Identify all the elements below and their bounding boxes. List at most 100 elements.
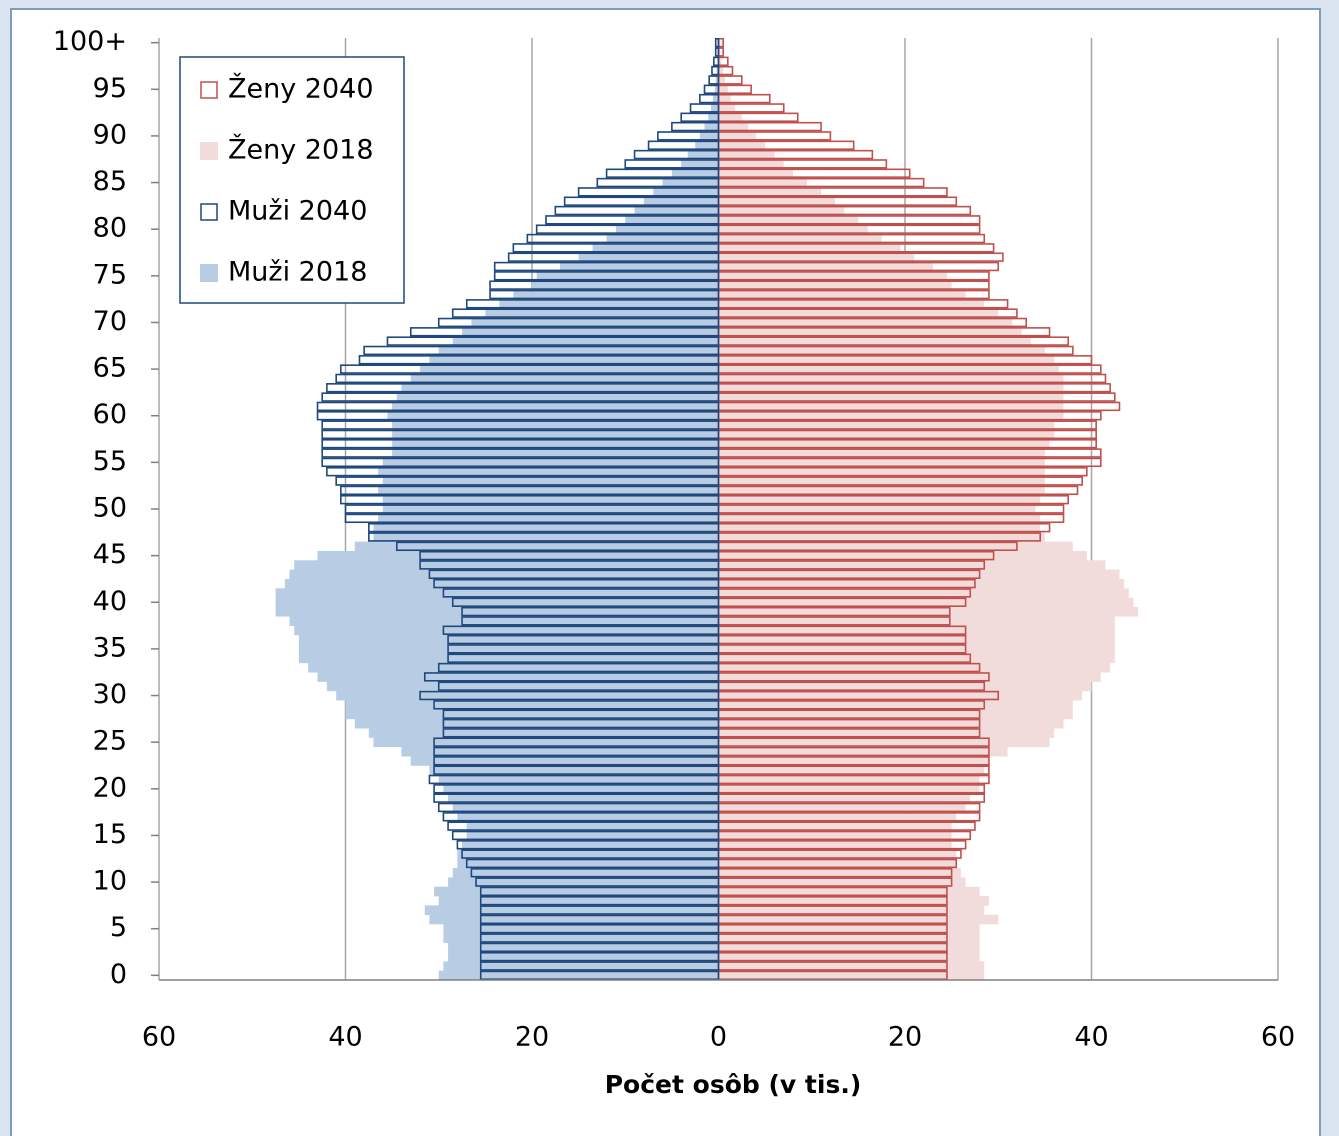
bar <box>718 970 985 981</box>
bar <box>718 532 1045 542</box>
bar <box>401 383 719 393</box>
bar <box>433 737 720 747</box>
bar <box>687 149 719 160</box>
bar <box>438 896 719 906</box>
x-tick-label: 60 <box>142 1022 176 1053</box>
bar <box>718 140 766 151</box>
y-tick-label: 35 <box>93 632 127 663</box>
bar <box>395 541 720 552</box>
y-tick-label: 90 <box>93 119 127 150</box>
bar <box>718 812 957 822</box>
bar <box>378 467 719 477</box>
bar <box>419 550 720 561</box>
y-tick-label: 10 <box>93 866 127 897</box>
bar <box>443 924 719 934</box>
bar <box>479 914 720 925</box>
bar <box>479 886 720 897</box>
bar <box>718 690 1083 701</box>
bar <box>345 709 719 720</box>
bar <box>340 364 720 374</box>
bar <box>308 662 719 673</box>
bar <box>443 784 719 794</box>
bar <box>718 924 980 934</box>
x-tick-label: 20 <box>888 1022 922 1053</box>
bar <box>718 65 724 76</box>
bar <box>443 933 719 943</box>
bar <box>373 522 719 533</box>
bar <box>485 308 719 319</box>
bar <box>718 588 1129 598</box>
bar <box>718 914 999 925</box>
bar <box>718 56 722 67</box>
bar <box>535 224 720 234</box>
bar <box>433 578 720 589</box>
bar <box>718 793 971 804</box>
bar <box>718 84 728 95</box>
bar <box>718 495 1041 505</box>
bar <box>433 756 720 766</box>
bar <box>429 765 719 776</box>
bar <box>718 644 1115 654</box>
bar <box>718 504 1036 514</box>
bar <box>447 653 720 663</box>
bar <box>466 830 719 841</box>
bar <box>507 252 720 262</box>
bar <box>657 131 720 141</box>
bar <box>392 401 719 412</box>
bar <box>718 653 1115 664</box>
bar <box>447 821 720 831</box>
bar <box>718 905 985 916</box>
bar <box>289 616 719 626</box>
bar <box>382 457 719 468</box>
bar <box>718 560 1106 570</box>
bar <box>718 131 756 141</box>
bar <box>596 177 720 188</box>
bar <box>718 457 1045 468</box>
bar <box>718 420 1055 431</box>
y-tick-label: 75 <box>93 259 127 290</box>
bar <box>718 93 731 104</box>
bar <box>298 653 719 664</box>
bar <box>275 606 719 617</box>
y-tick-label: 25 <box>93 726 127 757</box>
bar <box>718 373 1064 384</box>
bar <box>358 355 720 365</box>
y-tick-label: 100+ <box>53 26 127 57</box>
bar <box>344 513 720 524</box>
bar <box>321 457 720 468</box>
bar <box>718 38 721 48</box>
y-tick-label: 80 <box>93 213 127 244</box>
bar <box>718 784 980 794</box>
bar <box>378 485 719 496</box>
bar <box>448 942 719 953</box>
y-tick-label: 95 <box>93 73 127 104</box>
bar <box>708 112 719 123</box>
bar <box>526 233 720 244</box>
bar <box>718 728 1055 738</box>
bar <box>354 541 719 552</box>
bar <box>718 383 1064 393</box>
bar <box>316 411 720 421</box>
bar <box>718 317 1013 328</box>
y-tick-label: 50 <box>93 493 127 524</box>
bar <box>284 578 719 589</box>
bar <box>489 280 720 290</box>
bar <box>718 252 915 263</box>
bar <box>442 812 720 822</box>
bar <box>671 168 719 179</box>
bar <box>536 271 719 281</box>
bar <box>475 877 720 887</box>
bar <box>625 215 719 225</box>
bar <box>451 830 720 841</box>
bar <box>438 345 719 356</box>
bar <box>437 317 720 328</box>
bar <box>465 858 720 869</box>
bar <box>718 336 1031 347</box>
bar <box>479 896 720 906</box>
bar <box>456 840 720 850</box>
bar <box>321 392 720 402</box>
bar <box>438 970 719 981</box>
bar <box>718 616 1115 626</box>
bar <box>718 411 1064 421</box>
